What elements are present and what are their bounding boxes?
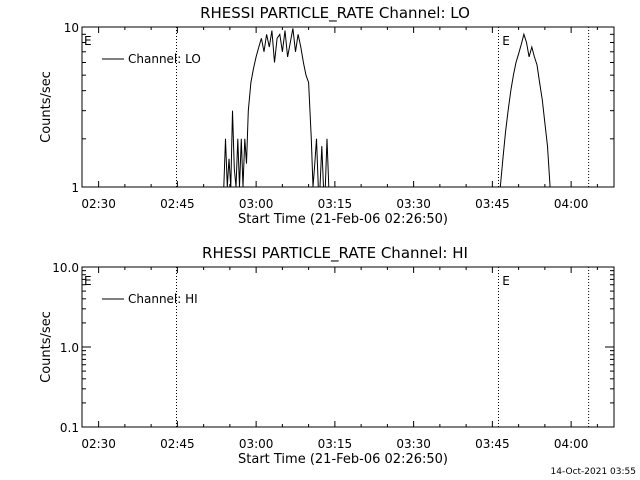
eclipse-marker-label: E xyxy=(502,34,510,48)
y-tick-label: 10 xyxy=(64,21,79,35)
chart-title: RHESSI PARTICLE_RATE Channel: HI xyxy=(202,244,468,263)
x-tick-label: 03:45 xyxy=(475,437,510,451)
x-axis-label: Start Time (21-Feb-06 02:26:50) xyxy=(238,212,448,227)
chart-title: RHESSI PARTICLE_RATE Channel: LO xyxy=(200,4,470,23)
y-tick-label: 1 xyxy=(71,181,79,195)
chart-panels: RHESSI PARTICLE_RATE Channel: LO 02:30 02:… xyxy=(39,4,615,467)
eclipse-marker-label: E xyxy=(84,274,92,288)
x-axis-label: Start Time (21-Feb-06 02:26:50) xyxy=(238,452,448,467)
x-tick-label: 03:30 xyxy=(396,197,431,211)
chart-panel-0: RHESSI PARTICLE_RATE Channel: LO 02:30 02:… xyxy=(39,4,615,227)
y-tick-label: 1.0 xyxy=(60,341,79,355)
x-tick-label: 03:45 xyxy=(475,197,510,211)
x-tick-label: 03:00 xyxy=(239,197,274,211)
chart-panel-1: RHESSI PARTICLE_RATE Channel: HI 02:30 02:… xyxy=(39,244,615,467)
legend-label: Channel: HI xyxy=(128,292,198,306)
eclipse-marker-label: E xyxy=(84,34,92,48)
plot-frame xyxy=(81,26,615,188)
y-tick-label: 10.0 xyxy=(52,261,79,275)
x-tick-label: 03:15 xyxy=(318,197,353,211)
x-tick-label: 03:00 xyxy=(239,437,274,451)
x-tick-label: 04:00 xyxy=(554,197,589,211)
series-line-segment xyxy=(499,32,551,188)
x-tick-label: 02:45 xyxy=(160,197,195,211)
x-tick-label: 04:00 xyxy=(554,437,589,451)
series-line-segment xyxy=(223,28,330,188)
y-axis-label: Counts/sec xyxy=(39,71,54,143)
x-tick-label: 02:45 xyxy=(160,437,195,451)
y-axis-label: Counts/sec xyxy=(39,311,54,383)
x-tick-label: 03:30 xyxy=(396,437,431,451)
legend-label: Channel: LO xyxy=(128,52,201,66)
x-tick-label: 02:30 xyxy=(81,437,116,451)
eclipse-marker-label: E xyxy=(502,274,510,288)
footer-timestamp: 14-Oct-2021 03:55 xyxy=(551,467,636,477)
y-tick-label: 0.1 xyxy=(60,421,79,435)
x-tick-label: 02:30 xyxy=(81,197,116,211)
x-tick-label: 03:15 xyxy=(318,437,353,451)
